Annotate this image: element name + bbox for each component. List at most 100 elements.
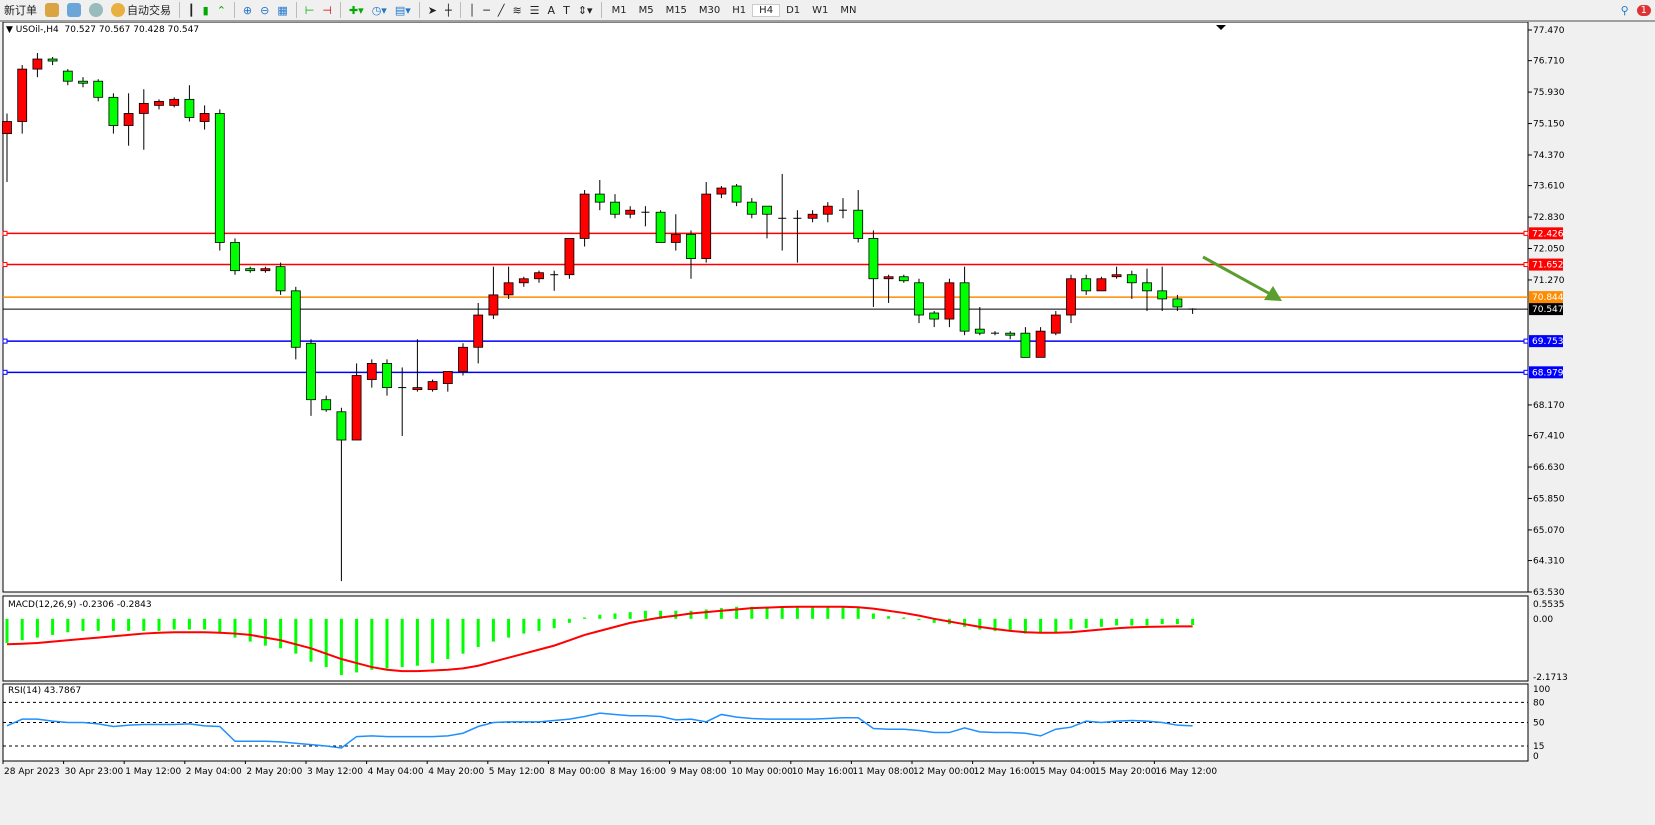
- trend-arrow-head: [1264, 286, 1282, 301]
- candle-body: [625, 209, 636, 215]
- candle-body: [290, 290, 301, 348]
- templates-icon[interactable]: ▤▾: [394, 3, 411, 17]
- periods-icon[interactable]: ◷▾: [371, 3, 387, 17]
- price-tick-label: 66.630: [1533, 463, 1565, 473]
- candle-body: [822, 205, 833, 215]
- crosshair-icon[interactable]: ┼: [444, 3, 452, 17]
- auto-trading-button[interactable]: 自动交易: [107, 1, 175, 19]
- timeframe-m15[interactable]: M15: [665, 4, 687, 16]
- arrows-icon[interactable]: ⇕▾: [577, 3, 593, 17]
- candle-body: [959, 282, 970, 332]
- candle-body: [1126, 274, 1137, 284]
- level-handle: [2, 338, 8, 344]
- price-tick-label: 67.410: [1533, 432, 1565, 442]
- price-chart[interactable]: 77.470 76.710 75.930 75.150 74.370 73.610 72.8…: [0, 22, 1655, 807]
- candle-body: [731, 185, 742, 203]
- time-label: 9 May 08:00: [671, 767, 727, 777]
- timeframe-w1[interactable]: W1: [812, 4, 829, 16]
- timeframe-m1[interactable]: M1: [611, 4, 627, 16]
- candle-body: [488, 294, 499, 316]
- rsi-tick-label: 100: [1533, 685, 1550, 695]
- price-tick-label: 65.850: [1533, 494, 1565, 504]
- candle-body: [1157, 290, 1168, 300]
- chart-shift-icon[interactable]: ⊢: [304, 3, 315, 17]
- level-handle: [1523, 338, 1529, 344]
- candle-body: [47, 58, 58, 62]
- market-watch-icon[interactable]: [41, 1, 63, 19]
- candle-body: [564, 238, 575, 276]
- candle-body: [62, 70, 73, 82]
- level-handle: [2, 230, 8, 236]
- candle-body: [1142, 282, 1152, 292]
- new-order-button[interactable]: 新订单: [4, 4, 37, 17]
- candle-body: [807, 213, 818, 219]
- candle-body: [1081, 278, 1092, 292]
- candle-body: [458, 346, 468, 372]
- level-price-label: 72.426: [1532, 229, 1564, 239]
- time-label: 15 May 20:00: [1095, 767, 1157, 777]
- auto-trading-icon: [111, 3, 125, 17]
- search-icon[interactable]: ⚲: [1620, 3, 1629, 17]
- level-price-tag: [1529, 291, 1563, 304]
- time-label: 4 May 04:00: [368, 767, 424, 777]
- candle-body: [655, 211, 666, 243]
- label-icon[interactable]: T: [563, 3, 570, 17]
- timeframe-m30[interactable]: M30: [698, 4, 721, 16]
- signal-icon[interactable]: [85, 1, 107, 19]
- time-label: 4 May 20:00: [428, 767, 484, 777]
- candle-body: [929, 312, 940, 320]
- candle-body: [746, 201, 757, 215]
- tile-windows-icon[interactable]: ▦: [277, 3, 288, 17]
- candle-body: [868, 238, 879, 280]
- candlestick-icon[interactable]: ▮: [202, 3, 209, 17]
- price-tick-label: 68.170: [1533, 401, 1565, 411]
- vertical-line-icon[interactable]: │: [468, 3, 476, 17]
- notifications-badge[interactable]: 1: [1633, 1, 1655, 19]
- candle-body: [716, 187, 727, 195]
- fibonacci-icon[interactable]: ≋: [512, 3, 522, 17]
- time-label: 3 May 12:00: [307, 767, 363, 777]
- timeframe-h1[interactable]: H1: [732, 4, 747, 16]
- line-chart-icon[interactable]: ⌃: [216, 3, 226, 17]
- time-label: 2 May 20:00: [246, 767, 302, 777]
- indicators-icon[interactable]: ✚▾: [348, 3, 364, 17]
- candle-body: [245, 268, 256, 272]
- level-price-label: 69.753: [1532, 337, 1564, 347]
- candle-body: [898, 276, 909, 282]
- fibo-levels-icon[interactable]: ☰: [529, 3, 540, 17]
- data-window-icon[interactable]: [63, 1, 85, 19]
- candle-body: [473, 314, 484, 348]
- rsi-tick-label: 80: [1533, 698, 1545, 708]
- candle-body: [260, 268, 271, 272]
- zoom-out-icon[interactable]: ⊖: [260, 3, 270, 17]
- trendline-icon[interactable]: ╱: [497, 3, 505, 17]
- auto-trading-label: 自动交易: [127, 4, 171, 17]
- autoscroll-icon[interactable]: ⊣: [322, 3, 332, 17]
- price-tick-label: 74.370: [1533, 151, 1565, 161]
- text-icon[interactable]: A: [547, 3, 556, 17]
- timeframe-h4[interactable]: H4: [752, 3, 781, 17]
- timeframe-mn[interactable]: MN: [840, 4, 857, 16]
- time-label: 8 May 00:00: [549, 767, 605, 777]
- level-price-tag: [1529, 303, 1563, 316]
- candle-body: [762, 205, 772, 215]
- candle-body: [366, 363, 377, 380]
- macd-label: MACD(12,26,9) -0.2306 -0.2843: [8, 600, 152, 610]
- cursor-icon[interactable]: ➤: [427, 3, 437, 17]
- candle-body: [914, 282, 924, 316]
- timeframe-m5[interactable]: M5: [638, 4, 654, 16]
- horizontal-line-icon[interactable]: ─: [483, 3, 490, 17]
- zoom-in-icon[interactable]: ⊕: [242, 3, 253, 17]
- time-label: 1 May 12:00: [125, 767, 181, 777]
- candle-body: [2, 121, 12, 135]
- time-label: 30 Apr 23:00: [65, 767, 124, 777]
- timeframe-d1[interactable]: D1: [786, 4, 801, 16]
- candle-body: [184, 98, 195, 118]
- level-handle: [2, 262, 8, 268]
- rsi-tick-label: 50: [1533, 719, 1545, 729]
- bar-chart-icon[interactable]: ┃: [188, 3, 195, 17]
- candle-body: [214, 113, 225, 243]
- time-label: 15 May 04:00: [1034, 767, 1096, 777]
- candle-body: [1096, 278, 1107, 292]
- candle-body: [1066, 278, 1076, 316]
